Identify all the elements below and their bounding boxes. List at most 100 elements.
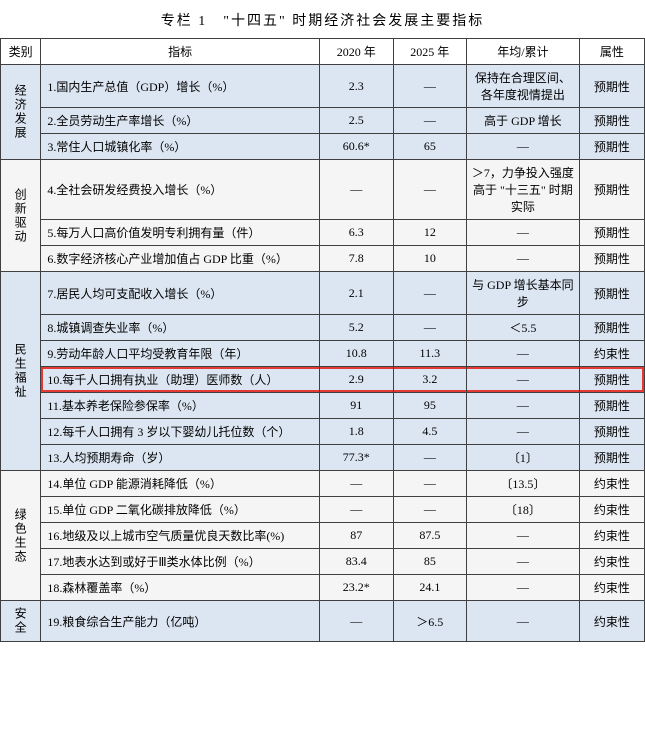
attr-cell: 约束性 bbox=[579, 575, 644, 601]
category-cell: 创新驱动 bbox=[1, 160, 41, 272]
indicator-cell: 8.城镇调查失业率（%） bbox=[41, 315, 320, 341]
avg-cell: — bbox=[467, 419, 580, 445]
y2025-cell: — bbox=[393, 445, 467, 471]
y2025-cell: 4.5 bbox=[393, 419, 467, 445]
attr-cell: 约束性 bbox=[579, 601, 644, 642]
attr-cell: 预期性 bbox=[579, 65, 644, 108]
avg-cell: 〔13.5〕 bbox=[467, 471, 580, 497]
avg-cell: 高于 GDP 增长 bbox=[467, 108, 580, 134]
y2025-cell: 85 bbox=[393, 549, 467, 575]
y2020-cell: 77.3* bbox=[320, 445, 394, 471]
y2020-cell: 2.9 bbox=[320, 367, 394, 393]
avg-cell: ＜5.5 bbox=[467, 315, 580, 341]
attr-cell: 预期性 bbox=[579, 134, 644, 160]
indicator-cell: 4.全社会研发经费投入增长（%） bbox=[41, 160, 320, 220]
indicator-cell: 2.全员劳动生产率增长（%） bbox=[41, 108, 320, 134]
y2020-cell: 60.6* bbox=[320, 134, 394, 160]
attr-cell: 预期性 bbox=[579, 108, 644, 134]
y2025-cell: — bbox=[393, 497, 467, 523]
y2020-cell: 2.1 bbox=[320, 272, 394, 315]
indicator-cell: 19.粮食综合生产能力（亿吨） bbox=[41, 601, 320, 642]
y2020-cell: 5.2 bbox=[320, 315, 394, 341]
indicator-cell: 15.单位 GDP 二氧化碳排放降低（%） bbox=[41, 497, 320, 523]
indicator-cell: 11.基本养老保险参保率（%） bbox=[41, 393, 320, 419]
y2020-cell: — bbox=[320, 160, 394, 220]
attr-cell: 预期性 bbox=[579, 220, 644, 246]
y2020-cell: 7.8 bbox=[320, 246, 394, 272]
avg-cell: ＞7，力争投入强度高于 "十三五" 时期实际 bbox=[467, 160, 580, 220]
indicator-cell: 16.地级及以上城市空气质量优良天数比率(%) bbox=[41, 523, 320, 549]
category-cell: 经济发展 bbox=[1, 65, 41, 160]
attr-cell: 预期性 bbox=[579, 315, 644, 341]
y2025-cell: 87.5 bbox=[393, 523, 467, 549]
avg-cell: — bbox=[467, 393, 580, 419]
y2025-cell: — bbox=[393, 108, 467, 134]
y2025-cell: ＞6.5 bbox=[393, 601, 467, 642]
y2025-cell: 3.2 bbox=[393, 367, 467, 393]
table-row: 5.每万人口高价值发明专利拥有量（件）6.312—预期性 bbox=[1, 220, 645, 246]
y2020-cell: 91 bbox=[320, 393, 394, 419]
col-header-avg: 年均/累计 bbox=[467, 39, 580, 65]
attr-cell: 预期性 bbox=[579, 272, 644, 315]
table-row: 6.数字经济核心产业增加值占 GDP 比重（%）7.810—预期性 bbox=[1, 246, 645, 272]
y2025-cell: 24.1 bbox=[393, 575, 467, 601]
avg-cell: — bbox=[467, 575, 580, 601]
category-cell: 绿色生态 bbox=[1, 471, 41, 601]
y2020-cell: — bbox=[320, 601, 394, 642]
avg-cell: — bbox=[467, 601, 580, 642]
avg-cell: — bbox=[467, 341, 580, 367]
indicator-cell: 5.每万人口高价值发明专利拥有量（件） bbox=[41, 220, 320, 246]
y2020-cell: — bbox=[320, 497, 394, 523]
avg-cell: — bbox=[467, 523, 580, 549]
y2020-cell: 2.3 bbox=[320, 65, 394, 108]
table-row: 创新驱动4.全社会研发经费投入增长（%）——＞7，力争投入强度高于 "十三五" … bbox=[1, 160, 645, 220]
table-row: 12.每千人口拥有 3 岁以下婴幼儿托位数（个）1.84.5—预期性 bbox=[1, 419, 645, 445]
y2025-cell: — bbox=[393, 272, 467, 315]
avg-cell: 保持在合理区间、各年度视情提出 bbox=[467, 65, 580, 108]
col-header-attr: 属性 bbox=[579, 39, 644, 65]
y2025-cell: — bbox=[393, 471, 467, 497]
attr-cell: 预期性 bbox=[579, 445, 644, 471]
col-header-category: 类别 bbox=[1, 39, 41, 65]
indicator-cell: 14.单位 GDP 能源消耗降低（%） bbox=[41, 471, 320, 497]
table-row: 11.基本养老保险参保率（%）9195—预期性 bbox=[1, 393, 645, 419]
table-row: 绿色生态14.单位 GDP 能源消耗降低（%）——〔13.5〕约束性 bbox=[1, 471, 645, 497]
indicator-cell: 18.森林覆盖率（%） bbox=[41, 575, 320, 601]
y2020-cell: 1.8 bbox=[320, 419, 394, 445]
y2025-cell: — bbox=[393, 160, 467, 220]
table-row: 民生福祉7.居民人均可支配收入增长（%）2.1—与 GDP 增长基本同步预期性 bbox=[1, 272, 645, 315]
attr-cell: 约束性 bbox=[579, 497, 644, 523]
y2020-cell: 2.5 bbox=[320, 108, 394, 134]
y2025-cell: — bbox=[393, 315, 467, 341]
indicator-cell: 1.国内生产总值（GDP）增长（%） bbox=[41, 65, 320, 108]
y2025-cell: 10 bbox=[393, 246, 467, 272]
indicator-cell: 12.每千人口拥有 3 岁以下婴幼儿托位数（个） bbox=[41, 419, 320, 445]
table-row: 15.单位 GDP 二氧化碳排放降低（%）——〔18〕约束性 bbox=[1, 497, 645, 523]
table-row: 3.常住人口城镇化率（%）60.6*65—预期性 bbox=[1, 134, 645, 160]
table-row: 13.人均预期寿命（岁）77.3*—〔1〕预期性 bbox=[1, 445, 645, 471]
indicator-cell: 9.劳动年龄人口平均受教育年限（年） bbox=[41, 341, 320, 367]
attr-cell: 约束性 bbox=[579, 471, 644, 497]
attr-cell: 预期性 bbox=[579, 367, 644, 393]
table-row: 2.全员劳动生产率增长（%）2.5—高于 GDP 增长预期性 bbox=[1, 108, 645, 134]
y2020-cell: 10.8 bbox=[320, 341, 394, 367]
y2020-cell: 87 bbox=[320, 523, 394, 549]
attr-cell: 约束性 bbox=[579, 341, 644, 367]
avg-cell: — bbox=[467, 367, 580, 393]
y2025-cell: — bbox=[393, 65, 467, 108]
attr-cell: 预期性 bbox=[579, 160, 644, 220]
table-title: 专栏 1 "十四五" 时期经济社会发展主要指标 bbox=[0, 0, 645, 38]
indicator-cell: 7.居民人均可支配收入增长（%） bbox=[41, 272, 320, 315]
table-row: 9.劳动年龄人口平均受教育年限（年）10.811.3—约束性 bbox=[1, 341, 645, 367]
avg-cell: 〔1〕 bbox=[467, 445, 580, 471]
y2025-cell: 12 bbox=[393, 220, 467, 246]
col-header-2025: 2025 年 bbox=[393, 39, 467, 65]
category-cell: 安全 bbox=[1, 601, 41, 642]
indicator-cell: 13.人均预期寿命（岁） bbox=[41, 445, 320, 471]
y2020-cell: — bbox=[320, 471, 394, 497]
table-row: 18.森林覆盖率（%）23.2*24.1—约束性 bbox=[1, 575, 645, 601]
table-row: 经济发展1.国内生产总值（GDP）增长（%）2.3—保持在合理区间、各年度视情提… bbox=[1, 65, 645, 108]
avg-cell: — bbox=[467, 220, 580, 246]
table-row: 16.地级及以上城市空气质量优良天数比率(%)8787.5—约束性 bbox=[1, 523, 645, 549]
table-row: 10.每千人口拥有执业（助理）医师数（人）2.93.2—预期性 bbox=[1, 367, 645, 393]
